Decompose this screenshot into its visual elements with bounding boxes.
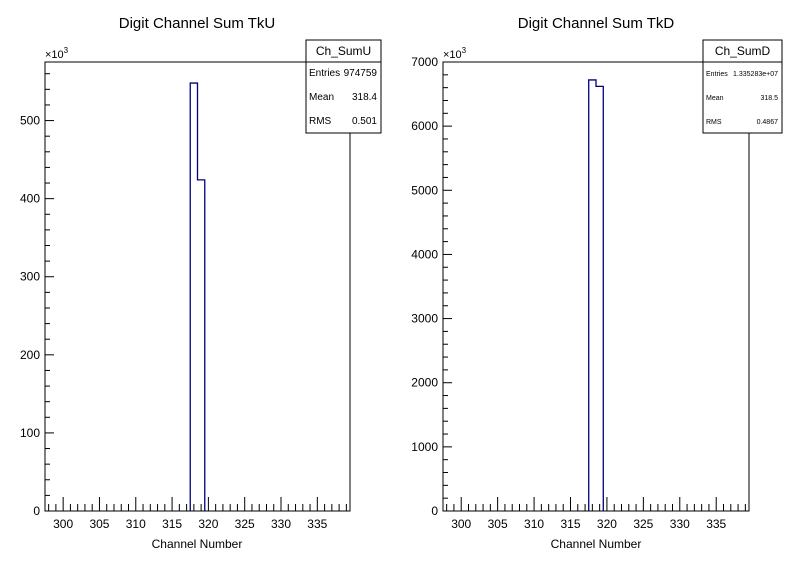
stats-value: 0.501 [352,116,377,127]
x-tick-label: 335 [706,517,726,531]
stats-label: Entries [309,68,340,79]
x-tick-label: 310 [524,517,544,531]
x-axis-label: Channel Number [152,537,243,551]
y-tick-label: 300 [20,270,40,284]
stats-value: 318.4 [352,92,377,103]
y-multiplier-base: ×10 [443,49,462,61]
x-tick-label: 320 [198,517,218,531]
y-multiplier-base: ×10 [45,49,64,61]
x-tick-label: 310 [126,517,146,531]
y-tick-label: 6000 [411,119,438,133]
histogram-bin [190,83,197,511]
stats-label: Entries [706,71,728,78]
y-tick-label: 200 [20,348,40,362]
chart-title: Digit Channel Sum TkU [119,15,275,32]
chart-title: Digit Channel Sum TkD [518,15,675,32]
histogram-outline [588,79,604,511]
y-tick-label: 1000 [411,440,438,454]
stats-value: 318.5 [760,95,778,102]
stats-box-frame [305,39,382,134]
y-multiplier-exponent: 3 [64,46,69,55]
stats-histogram-name: Ch_SumD [715,44,771,58]
y-tick-label: 0 [431,504,438,518]
x-tick-label: 300 [451,517,471,531]
panel-ch-sumd: Digit Channel Sum TkD 300 305 310 315 320 325 3… [411,15,783,551]
x-axis-label: Channel Number [551,537,642,551]
stats-histogram-name: Ch_SumU [316,44,371,58]
x-tick-label: 315 [560,517,580,531]
stats-box-frame [702,39,783,134]
y-multiplier-label: ×103 [443,46,467,61]
y-tick-label: 4000 [411,247,438,261]
stats-box: Ch_SumD Entries 1.335283e+07 Mean 318.5 RMS 0.… [702,39,783,134]
stats-label: Mean [309,92,334,103]
histogram-outline [189,82,206,511]
stats-value: 0.4867 [757,119,779,126]
x-tick-label: 330 [271,517,291,531]
stats-label: RMS [706,119,722,126]
stats-value: 1.335283e+07 [733,71,778,78]
histogram-bin [589,80,596,511]
stats-label: Mean [706,95,724,102]
y-tick-label: 400 [20,192,40,206]
y-tick-label: 2000 [411,376,438,390]
x-tick-label: 300 [53,517,73,531]
y-tick-label: 100 [20,426,40,440]
y-tick-label: 0 [33,504,40,518]
y-tick-label: 5000 [411,183,438,197]
stats-label: RMS [309,116,332,127]
y-multiplier-label: ×103 [45,46,69,61]
x-tick-label: 305 [89,517,109,531]
histogram-bin [596,86,603,511]
y-multiplier-exponent: 3 [462,46,467,55]
x-tick-label: 335 [307,517,327,531]
y-tick-label: 7000 [411,55,438,69]
x-tick-label: 305 [488,517,508,531]
y-tick-label: 500 [20,114,40,128]
x-tick-label: 315 [162,517,182,531]
x-tick-label: 320 [597,517,617,531]
stats-value: 974759 [344,68,378,79]
x-tick-label: 330 [670,517,690,531]
x-tick-label: 325 [633,517,653,531]
histogram-bin [198,180,205,511]
x-tick-label: 325 [235,517,255,531]
stats-box: Ch_SumU Entries 974759 Mean 318.4 RMS 0.501 [305,39,382,134]
panel-ch-sumu: Digit Channel Sum TkU 300 305 310 315 320 325 3… [20,15,382,551]
y-tick-label: 3000 [411,312,438,326]
